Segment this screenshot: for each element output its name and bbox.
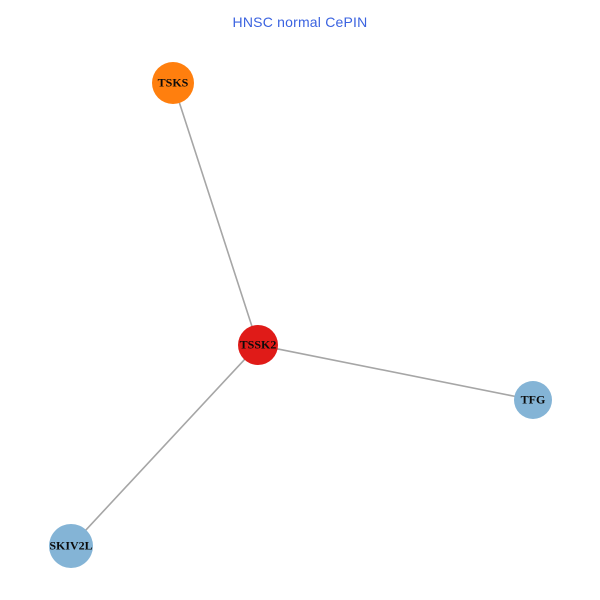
graph-edge (178, 102, 253, 327)
page-title: HNSC normal CePIN (232, 14, 368, 30)
graph-edge (276, 348, 516, 398)
graph-edge (85, 358, 246, 531)
graph-node-tsks[interactable] (152, 62, 194, 104)
graph-node-skiv2l[interactable] (49, 524, 93, 568)
graph-node-tssk2[interactable] (238, 325, 278, 365)
graph-node-tfg[interactable] (514, 381, 552, 419)
